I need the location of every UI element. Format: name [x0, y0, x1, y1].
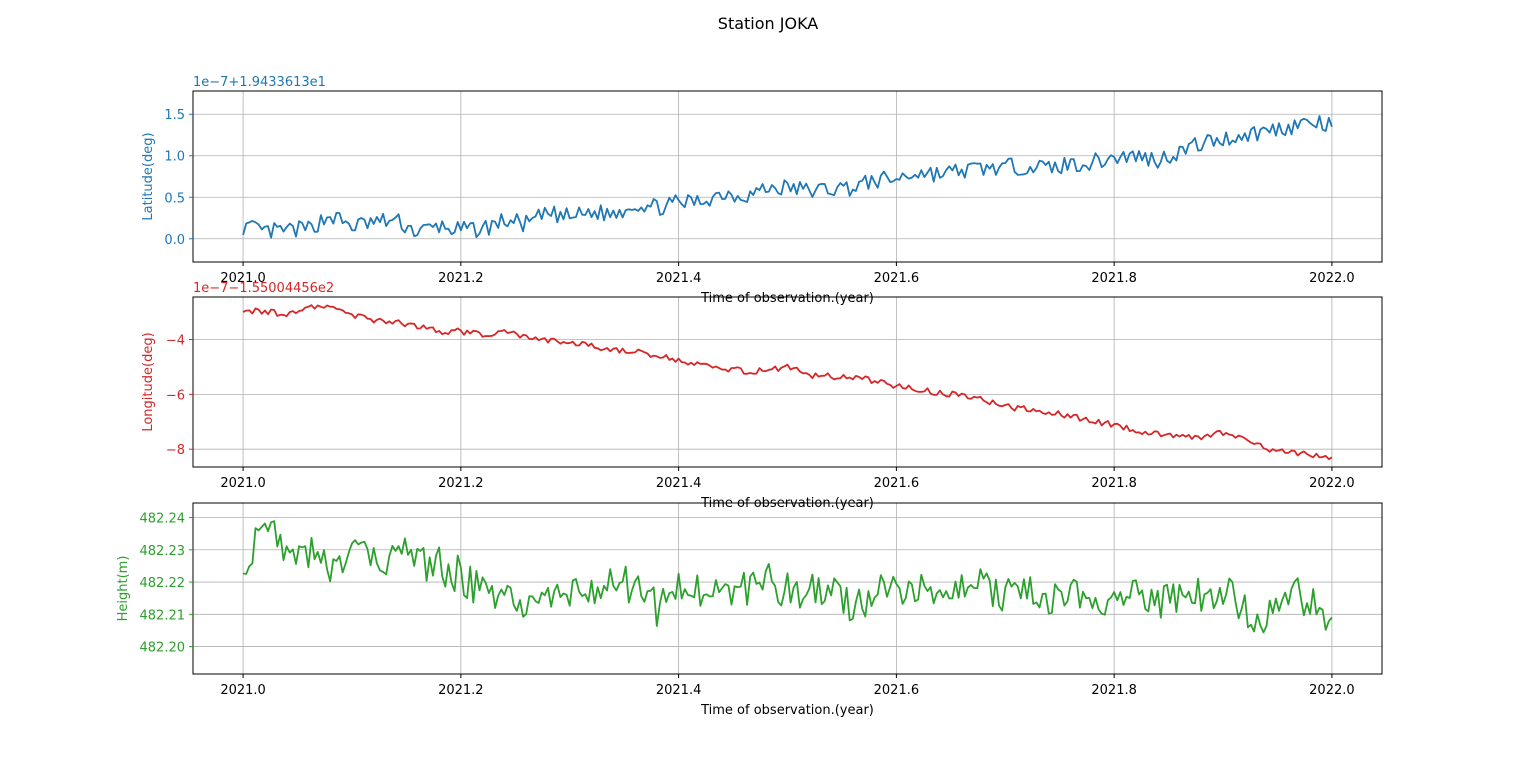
subplot-longitude: 2021.0 2021.2 2021.4 2021.6 2021.8 2022.0 Time…	[141, 281, 1383, 511]
x-tick-label: 2021.2	[438, 271, 484, 286]
x-tick-label: 2022.0	[1309, 271, 1355, 286]
y-axis-label: Latitude(deg)	[141, 132, 156, 220]
x-tick-label: 2021.8	[1091, 271, 1137, 286]
y-tick-label: −4	[166, 334, 185, 349]
x-tick-label: 2021.4	[656, 271, 702, 286]
y-tick-label: −6	[166, 388, 185, 403]
x-tick-label: 2021.4	[656, 476, 702, 491]
x-tick-label: 2021.8	[1091, 476, 1137, 491]
axes-frame	[192, 296, 1383, 468]
x-tick-label: 2021.6	[874, 271, 920, 286]
x-tick-label: 2021.2	[438, 683, 484, 698]
y-tick-label: 1.0	[164, 150, 185, 165]
y-tick-label: 0.0	[164, 233, 185, 248]
y-tick-label: 482.20	[140, 641, 186, 656]
x-tick-label: 2021.0	[220, 683, 266, 698]
x-tick-label: 2021.0	[220, 271, 266, 286]
x-tick-label: 2022.0	[1309, 476, 1355, 491]
x-axis-label: Time of observation.(year)	[700, 703, 874, 718]
y-tick-label: 482.24	[140, 512, 186, 527]
series-line	[242, 304, 1333, 461]
y-offset-text: 1e−7−1.55004456e2	[193, 281, 334, 296]
y-tick-label: 0.5	[164, 191, 185, 206]
x-tick-label: 2021.6	[874, 476, 920, 491]
y-axis-label: Height(m)	[116, 556, 131, 622]
y-tick-label: 482.21	[140, 608, 186, 623]
axes-frame	[192, 90, 1383, 263]
y-tick-label: 1.5	[164, 108, 185, 123]
x-axis-label: Time of observation.(year)	[700, 291, 874, 306]
y-tick-label: 482.22	[140, 576, 186, 591]
y-offset-text: 1e−7+1.9433613e1	[193, 75, 326, 90]
figure-title: Station JOKA	[718, 14, 818, 33]
y-tick-label: 482.23	[140, 544, 186, 559]
series-line	[243, 520, 1333, 634]
x-tick-label: 2021.6	[874, 683, 920, 698]
series-line	[242, 115, 1333, 239]
y-tick-label: −8	[166, 443, 185, 458]
axes-frame	[192, 502, 1383, 675]
y-axis-label: Longitude(deg)	[141, 332, 156, 431]
subplots: 2021.0 2021.2 2021.4 2021.6 2021.8 2022.0 Time…	[116, 75, 1383, 718]
x-tick-label: 2021.4	[656, 683, 702, 698]
subplot-latitude: 2021.0 2021.2 2021.4 2021.6 2021.8 2022.0 Time…	[141, 75, 1383, 306]
x-tick-label: 2021.2	[438, 476, 484, 491]
x-tick-label: 2021.0	[220, 476, 266, 491]
x-tick-label: 2022.0	[1309, 683, 1355, 698]
subplot-height: 2021.0 2021.2 2021.4 2021.6 2021.8 2022.0 Time…	[116, 502, 1383, 718]
x-tick-label: 2021.8	[1091, 683, 1137, 698]
